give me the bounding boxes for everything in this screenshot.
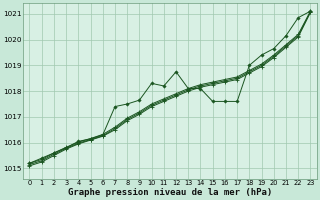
- X-axis label: Graphe pression niveau de la mer (hPa): Graphe pression niveau de la mer (hPa): [68, 188, 272, 197]
